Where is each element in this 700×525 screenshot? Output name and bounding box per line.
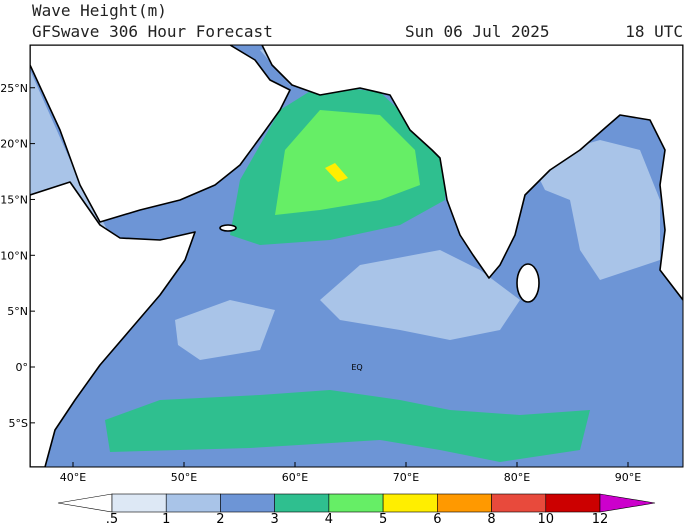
colorbar-label: 3 xyxy=(271,512,279,525)
colorbar-label: 8 xyxy=(487,512,495,525)
lon-label: 80°E xyxy=(504,471,530,484)
lon-label: 60°E xyxy=(282,471,308,484)
colorbar-segment xyxy=(274,493,330,513)
forecast-time: 18 UTC xyxy=(625,22,683,41)
wave-zone xyxy=(105,390,590,462)
colorbar-high-arrow xyxy=(599,493,656,513)
land-sri-lanka xyxy=(516,263,540,303)
map-frame xyxy=(29,44,684,468)
colorbar-label: 12 xyxy=(592,512,609,525)
colorbar-segment xyxy=(545,493,601,513)
wave-zone xyxy=(275,110,420,215)
wave-zone xyxy=(30,70,110,235)
colorbar-segment xyxy=(491,493,547,513)
map-title: Wave Height(m) xyxy=(32,1,167,20)
wave-zone xyxy=(325,163,348,182)
lon-label: 40°E xyxy=(60,471,86,484)
land-africa xyxy=(30,181,196,467)
lat-label: 10°N xyxy=(0,249,28,262)
lat-label: 25°N xyxy=(0,82,28,95)
map-subtitle: GFSwave 306 Hour Forecast xyxy=(32,22,273,41)
lon-label: 70°E xyxy=(393,471,419,484)
land-asia xyxy=(261,45,683,301)
colorbar-label: 6 xyxy=(433,512,441,525)
colorbar-label: 10 xyxy=(538,512,555,525)
lon-label: 90°E xyxy=(615,471,641,484)
colorbar-label: 1 xyxy=(162,512,170,525)
wave-zone xyxy=(530,140,660,280)
lat-label: 15°N xyxy=(0,193,28,206)
wave-zone xyxy=(320,250,520,340)
lat-label: 5°N xyxy=(7,305,28,318)
lat-label: 5°S xyxy=(9,417,28,430)
lat-label: 20°N xyxy=(0,138,28,151)
equator-label: EQ xyxy=(351,363,362,372)
lat-label: 0° xyxy=(16,361,29,374)
colorbar-label: 5 xyxy=(379,512,387,525)
land-arabia xyxy=(30,45,291,223)
colorbar-segment xyxy=(382,493,438,513)
colorbar-segment xyxy=(437,493,492,513)
colorbar-segment xyxy=(220,493,275,513)
colorbar-label: .5 xyxy=(106,512,118,525)
map-area xyxy=(30,45,683,467)
colorbar-label: 2 xyxy=(216,512,224,525)
lon-label: 50°E xyxy=(171,471,197,484)
colorbar-low-arrow xyxy=(57,493,113,513)
forecast-date: Sun 06 Jul 2025 xyxy=(405,22,550,41)
wave-zone xyxy=(175,300,275,360)
colorbar-label: 4 xyxy=(325,512,333,525)
colorbar-segment xyxy=(111,493,167,513)
land-socotra xyxy=(219,224,237,232)
colorbar-segment xyxy=(328,493,384,513)
colorbar: .5 1 2 3 4 5 6 8 10 12 xyxy=(57,493,656,525)
axis-ticks: 25°N 20°N 15°N 10°N 5°N 0° 5°S 40°E 50°E 60°E 70°E… xyxy=(0,82,641,484)
colorbar-segment xyxy=(165,493,221,513)
